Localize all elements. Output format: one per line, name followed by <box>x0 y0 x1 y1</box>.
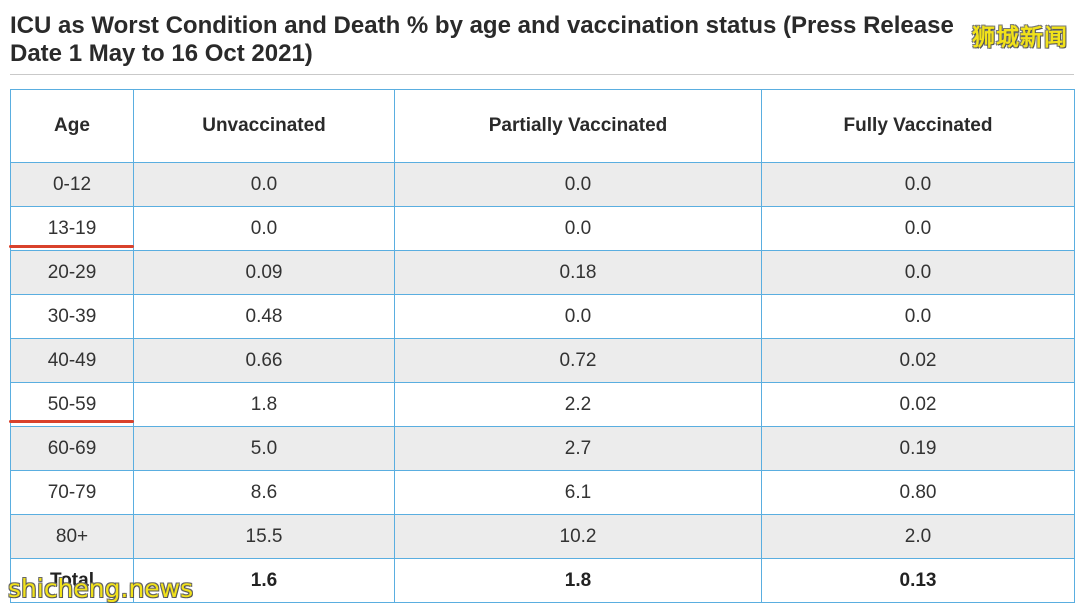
unvaccinated-cell: 0.0 <box>133 206 395 251</box>
unvaccinated-cell: 0.09 <box>133 250 395 295</box>
red-underline-50-59 <box>9 420 134 423</box>
age-cell: 30-39 <box>10 294 134 339</box>
age-cell: 50-59 <box>10 382 134 427</box>
partially-vaccinated-cell: 2.2 <box>394 382 762 427</box>
partially-vaccinated-cell: 10.2 <box>394 514 762 559</box>
page-title: ICU as Worst Condition and Death % by ag… <box>10 12 954 67</box>
header-unvaccinated: Unvaccinated <box>133 89 395 163</box>
header-row: Age Unvaccinated Partially Vaccinated Fu… <box>10 89 1075 163</box>
partially-vaccinated-cell: 0.72 <box>394 338 762 383</box>
fully-vaccinated-cell: 0.0 <box>761 162 1075 207</box>
watermark-bottom: shicheng.news <box>8 574 194 603</box>
partially-vaccinated-cell: 0.0 <box>394 162 762 207</box>
header-age: Age <box>10 89 134 163</box>
total-unvaccinated: 1.6 <box>133 558 395 603</box>
age-cell: 0-12 <box>10 162 134 207</box>
fully-vaccinated-cell: 0.02 <box>761 338 1075 383</box>
total-row: Total 1.6 1.8 0.13 <box>10 558 1075 603</box>
partially-vaccinated-cell: 6.1 <box>394 470 762 515</box>
table-row: 50-59 1.8 2.2 0.02 <box>10 382 1075 427</box>
table-row: 13-19 0.0 0.0 0.0 <box>10 206 1075 251</box>
fully-vaccinated-cell: 0.19 <box>761 426 1075 471</box>
fully-vaccinated-cell: 2.0 <box>761 514 1075 559</box>
table-row: 20-29 0.09 0.18 0.0 <box>10 250 1075 295</box>
red-underline-13-19 <box>9 245 134 248</box>
fully-vaccinated-cell: 0.02 <box>761 382 1075 427</box>
unvaccinated-cell: 5.0 <box>133 426 395 471</box>
unvaccinated-cell: 15.5 <box>133 514 395 559</box>
age-cell: 40-49 <box>10 338 134 383</box>
age-cell: 20-29 <box>10 250 134 295</box>
fully-vaccinated-cell: 0.0 <box>761 250 1075 295</box>
table-row: 30-39 0.48 0.0 0.0 <box>10 294 1075 339</box>
age-cell: 60-69 <box>10 426 134 471</box>
partially-vaccinated-cell: 0.18 <box>394 250 762 295</box>
table-row: 0-12 0.0 0.0 0.0 <box>10 162 1075 207</box>
header-fully-vaccinated: Fully Vaccinated <box>761 89 1075 163</box>
table-row: 40-49 0.66 0.72 0.02 <box>10 338 1075 383</box>
total-partially-vaccinated: 1.8 <box>394 558 762 603</box>
table-row: 80+ 15.5 10.2 2.0 <box>10 514 1075 559</box>
age-cell: 13-19 <box>10 206 134 251</box>
fully-vaccinated-cell: 0.80 <box>761 470 1075 515</box>
title-divider <box>10 74 1074 75</box>
unvaccinated-cell: 0.48 <box>133 294 395 339</box>
table-row: 60-69 5.0 2.7 0.19 <box>10 426 1075 471</box>
total-fully-vaccinated: 0.13 <box>761 558 1075 603</box>
unvaccinated-cell: 0.66 <box>133 338 395 383</box>
fully-vaccinated-cell: 0.0 <box>761 206 1075 251</box>
table-row: 70-79 8.6 6.1 0.80 <box>10 470 1075 515</box>
header-partially-vaccinated: Partially Vaccinated <box>394 89 762 163</box>
partially-vaccinated-cell: 0.0 <box>394 294 762 339</box>
data-table: Age Unvaccinated Partially Vaccinated Fu… <box>10 89 1075 603</box>
unvaccinated-cell: 1.8 <box>133 382 395 427</box>
watermark-top: 狮城新闻 <box>972 25 1068 51</box>
age-cell: 70-79 <box>10 470 134 515</box>
fully-vaccinated-cell: 0.0 <box>761 294 1075 339</box>
partially-vaccinated-cell: 2.7 <box>394 426 762 471</box>
unvaccinated-cell: 0.0 <box>133 162 395 207</box>
age-cell: 80+ <box>10 514 134 559</box>
partially-vaccinated-cell: 0.0 <box>394 206 762 251</box>
unvaccinated-cell: 8.6 <box>133 470 395 515</box>
